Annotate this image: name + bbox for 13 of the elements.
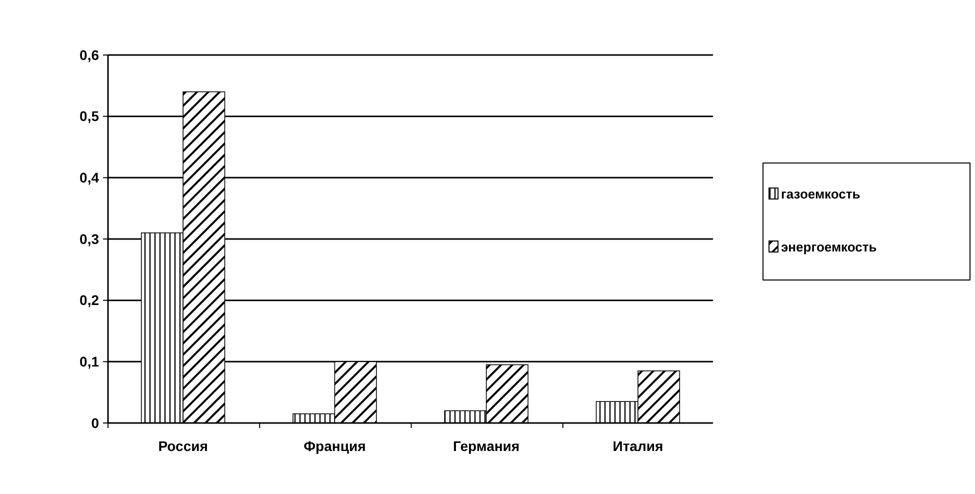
legend-label: газоемкость (781, 186, 860, 202)
x-tick-label: Германия (453, 438, 520, 454)
y-tick-label: 0,6 (80, 46, 100, 63)
y-tick-label: 0,4 (80, 170, 100, 186)
y-tick-label: 0,5 (80, 108, 100, 124)
y-tick-label: 0,2 (80, 292, 100, 308)
y-tick-label: 0,1 (80, 354, 100, 370)
y-tick-label: 0 (91, 414, 100, 431)
y-tick-label: 0,3 (80, 230, 100, 247)
x-tick-label: Италия (612, 438, 664, 454)
legend-label: энергоемкость (781, 240, 877, 255)
x-tick-label: Россия (158, 438, 208, 454)
x-tick-label: Франция (304, 438, 366, 454)
